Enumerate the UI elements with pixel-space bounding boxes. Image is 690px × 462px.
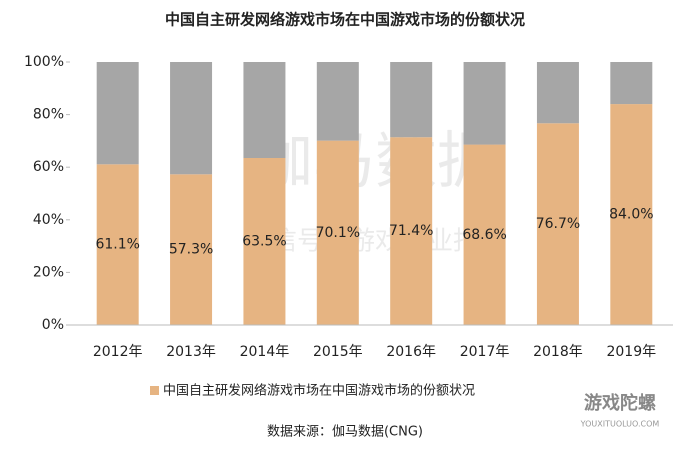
logo-url: YOUXITUOLUO.COM bbox=[580, 420, 660, 429]
bar-segment bbox=[96, 62, 139, 165]
bar-segment bbox=[536, 62, 579, 124]
bar-segment bbox=[463, 144, 506, 325]
bar-segment bbox=[96, 164, 139, 325]
legend-label: 中国自主研发网络游戏市场在中国游戏市场的份额状况 bbox=[163, 383, 475, 399]
bar-segment bbox=[243, 157, 286, 325]
bar-segment bbox=[536, 123, 579, 326]
x-tick-label: 2012年 bbox=[93, 344, 143, 360]
value-label: 70.1% bbox=[316, 225, 360, 241]
value-label: 84.0% bbox=[609, 207, 653, 223]
bar-segment bbox=[170, 174, 213, 325]
x-tick-label: 2018年 bbox=[533, 344, 583, 360]
value-label: 71.4% bbox=[389, 223, 433, 239]
logo-text: 游戏陀螺 bbox=[584, 392, 656, 414]
y-tick-label: 100% bbox=[24, 54, 64, 70]
chart-title: 中国自主研发网络游戏市场在中国游戏市场的份额状况 bbox=[165, 11, 525, 29]
value-label: 61.1% bbox=[95, 237, 139, 253]
value-label: 76.7% bbox=[536, 216, 580, 232]
value-label: 63.5% bbox=[242, 233, 286, 249]
bar-segment bbox=[610, 62, 653, 105]
bar-segment bbox=[610, 104, 653, 325]
watermark: 微信号：游戏产业报告 bbox=[245, 227, 505, 257]
bar-segment bbox=[390, 137, 433, 325]
bar-segment bbox=[170, 62, 213, 175]
y-tick-label: 0% bbox=[42, 317, 64, 333]
value-label: 68.6% bbox=[462, 227, 506, 243]
x-tick-label: 2016年 bbox=[386, 344, 436, 360]
x-tick-label: 2019年 bbox=[606, 344, 656, 360]
bar-segment bbox=[243, 62, 286, 158]
y-tick-label: 60% bbox=[33, 159, 64, 175]
x-tick-label: 2017年 bbox=[460, 344, 510, 360]
watermark: 伽马数据 bbox=[251, 124, 499, 197]
bar-segment bbox=[316, 140, 359, 325]
bar-segment bbox=[390, 62, 433, 138]
x-tick-label: 2015年 bbox=[313, 344, 363, 360]
y-tick-label: 40% bbox=[33, 212, 64, 228]
value-label: 57.3% bbox=[169, 242, 213, 258]
bar-segment bbox=[463, 62, 506, 145]
x-tick-label: 2013年 bbox=[166, 344, 216, 360]
legend-swatch bbox=[150, 386, 159, 395]
x-tick-label: 2014年 bbox=[240, 344, 290, 360]
y-tick-label: 20% bbox=[33, 264, 64, 280]
y-tick-label: 80% bbox=[33, 107, 64, 123]
bar-segment bbox=[316, 62, 359, 141]
source: 数据来源：伽马数据(CNG) bbox=[267, 425, 423, 440]
